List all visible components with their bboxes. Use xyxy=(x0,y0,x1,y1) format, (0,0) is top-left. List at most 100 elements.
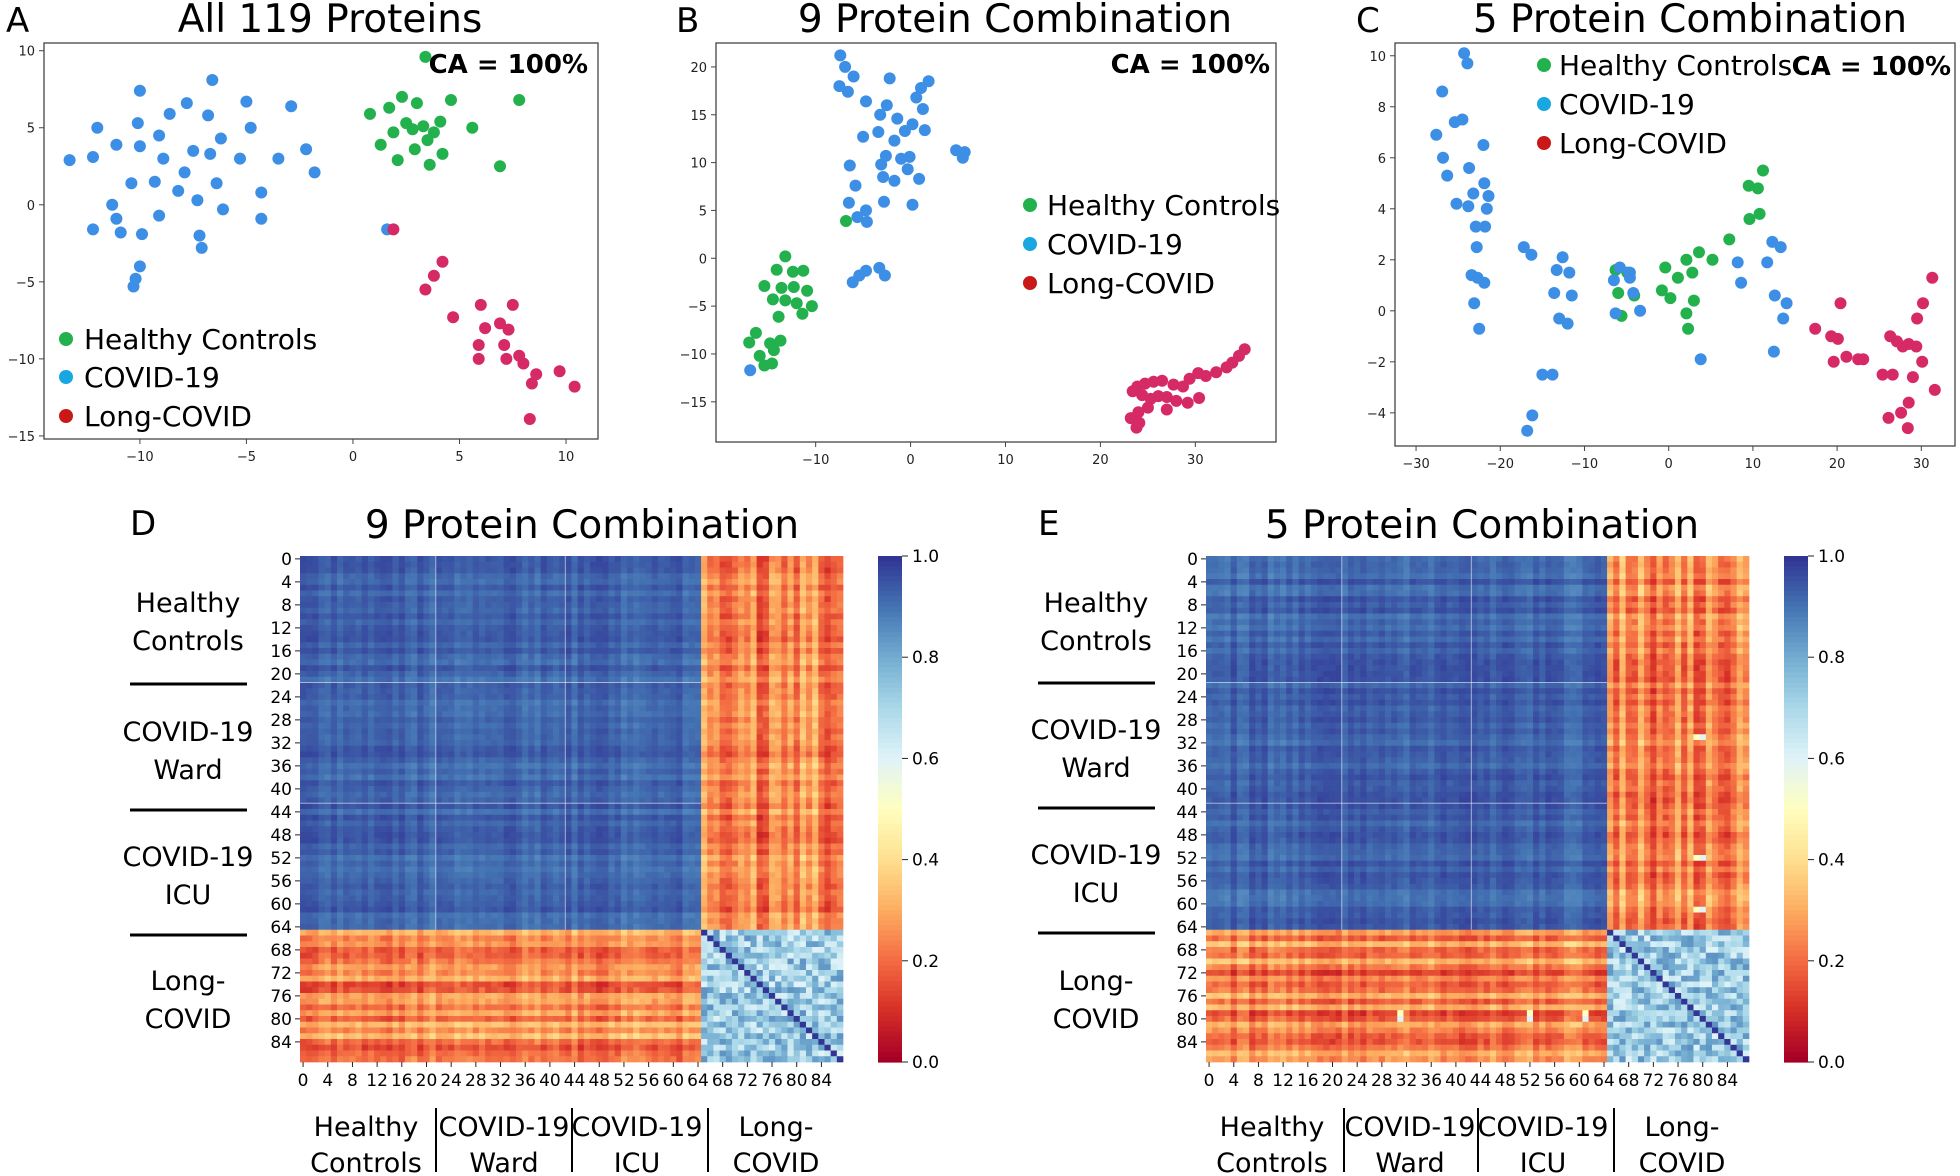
heatmap-cell xyxy=(812,590,819,597)
heatmap-cell xyxy=(608,780,616,787)
heatmap-cell xyxy=(614,648,622,655)
heatmap-cell xyxy=(337,745,344,752)
heatmap-cell xyxy=(571,607,579,614)
heatmap-cell xyxy=(651,659,659,666)
heatmap-cell xyxy=(466,630,474,637)
heatmap-cell xyxy=(627,832,634,839)
heatmap-cell xyxy=(738,763,745,770)
heatmap-cell xyxy=(818,791,825,798)
heatmap-cell xyxy=(676,780,683,787)
heatmap-cell xyxy=(608,676,616,683)
heatmap-cell xyxy=(546,699,554,706)
heatmap-cell xyxy=(787,797,794,804)
heatmap-cell xyxy=(744,734,751,741)
heatmap-cell xyxy=(725,619,733,626)
heatmap-cell xyxy=(694,671,702,678)
heatmap-cell xyxy=(725,820,733,827)
heatmap-cell xyxy=(571,791,579,798)
heatmap-cell xyxy=(596,584,603,591)
heatmap-cell xyxy=(762,665,770,672)
data-point-long-covid xyxy=(472,339,485,351)
heatmap-cell xyxy=(565,671,572,678)
heatmap-cell xyxy=(417,613,424,620)
heatmap-cell xyxy=(404,573,412,580)
heatmap-cell xyxy=(380,653,387,660)
heatmap-cell xyxy=(620,688,628,695)
y-tick-label: 15 xyxy=(690,109,707,124)
heatmap-cell xyxy=(719,556,727,563)
heatmap-cell xyxy=(441,602,449,609)
heatmap-cell xyxy=(349,837,356,844)
heatmap-cell xyxy=(627,694,634,701)
heatmap-cell xyxy=(738,791,745,798)
heatmap-cell xyxy=(657,728,665,735)
heatmap-cell xyxy=(768,619,776,626)
heatmap-cell xyxy=(485,751,492,758)
heatmap-cell xyxy=(682,596,690,603)
heatmap-cell xyxy=(528,803,535,810)
heatmap-cell xyxy=(620,653,628,660)
heatmap-cell xyxy=(386,688,393,695)
heatmap-cell xyxy=(744,740,751,747)
heatmap-cell xyxy=(300,573,307,580)
heatmap-cell xyxy=(515,786,523,793)
heatmap-cell xyxy=(633,653,640,660)
heatmap-cell xyxy=(744,584,751,591)
heatmap-cell xyxy=(429,694,437,701)
heatmap-cell xyxy=(515,722,523,729)
heatmap-cell xyxy=(793,694,801,701)
heatmap-cell xyxy=(404,676,412,683)
heatmap-cell xyxy=(812,814,819,821)
heatmap-cell xyxy=(627,717,634,724)
heatmap-cell xyxy=(824,671,832,678)
heatmap-cell xyxy=(768,642,776,649)
heatmap-cell xyxy=(417,791,424,798)
heatmap-cell xyxy=(460,786,467,793)
heatmap-cell xyxy=(330,768,338,775)
heatmap-cell xyxy=(633,659,640,666)
heatmap-cell xyxy=(491,751,498,758)
heatmap-cell xyxy=(762,751,770,758)
heatmap-cell xyxy=(466,797,474,804)
data-point-covid-19 xyxy=(136,228,148,241)
heatmap-cell xyxy=(645,636,653,643)
heatmap-cell xyxy=(460,573,467,580)
heatmap-cell xyxy=(812,832,819,839)
heatmap-cell xyxy=(361,579,369,586)
heatmap-cell xyxy=(497,711,504,718)
heatmap-cell xyxy=(688,705,696,712)
heatmap-cell xyxy=(380,803,387,810)
heatmap-cell xyxy=(559,832,566,839)
heatmap-cell xyxy=(707,682,714,689)
heatmap-cell xyxy=(398,625,406,632)
heatmap-cell xyxy=(546,711,554,718)
heatmap-cell xyxy=(775,682,782,689)
heatmap-cell xyxy=(398,619,406,626)
heatmap-cell xyxy=(466,728,474,735)
heatmap-cell xyxy=(386,711,393,718)
heatmap-cell xyxy=(596,820,603,827)
heatmap-cell xyxy=(620,711,628,718)
heatmap-cell xyxy=(367,803,375,810)
data-point-covid-19 xyxy=(956,151,969,164)
heatmap-cell xyxy=(559,613,566,620)
heatmap-cell xyxy=(478,556,486,563)
heatmap-cell xyxy=(509,648,517,655)
heatmap-cell xyxy=(367,596,375,603)
heatmap-cell xyxy=(441,797,449,804)
heatmap-cell xyxy=(318,791,326,798)
heatmap-cell xyxy=(343,584,350,591)
heatmap-cell xyxy=(812,751,819,758)
heatmap-cell xyxy=(750,642,757,649)
heatmap-cell xyxy=(324,803,332,810)
heatmap-cell xyxy=(380,849,387,856)
heatmap-cell xyxy=(355,711,363,718)
heatmap-cell xyxy=(343,837,350,844)
heatmap-cell xyxy=(380,676,387,683)
heatmap-cell xyxy=(441,774,449,781)
heatmap-cell xyxy=(590,607,597,614)
heatmap-cell xyxy=(620,722,628,729)
heatmap-cell xyxy=(441,619,449,626)
heatmap-cell xyxy=(460,665,467,672)
heatmap-cell xyxy=(472,567,480,574)
